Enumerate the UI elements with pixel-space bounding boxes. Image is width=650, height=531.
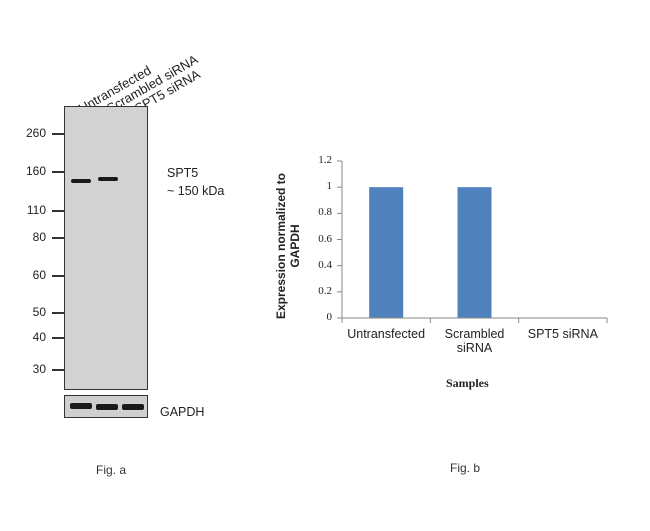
mw-label: 110	[26, 203, 46, 217]
mw-label: 50	[32, 305, 46, 319]
mw-tick	[52, 275, 64, 277]
y-tick-label: 0.4	[318, 258, 332, 271]
band-untransfected	[71, 179, 91, 183]
target-size-label: ~ 150 kDa	[167, 184, 225, 198]
blot-membrane-gapdh	[64, 395, 148, 418]
mw-tick	[52, 210, 64, 212]
mw-tick	[52, 133, 64, 135]
mw-label: 260	[25, 126, 46, 140]
x-category-label-line: Scrambled	[444, 327, 505, 341]
mw-label: 160	[25, 164, 46, 178]
mw-tick	[52, 337, 64, 339]
x-category-label: Scrambled siRNA	[427, 327, 522, 355]
x-category-label-line: siRNA	[456, 341, 493, 355]
mw-label: 30	[32, 362, 46, 376]
y-tick-label: 1.2	[318, 154, 332, 166]
mw-tick	[52, 312, 64, 314]
x-category-label-line: Untransfected	[347, 327, 426, 341]
band-scrambled	[98, 177, 118, 181]
mw-tick	[52, 171, 64, 173]
mw-tick	[52, 237, 64, 239]
target-label: SPT5	[167, 166, 199, 180]
figure-a-caption: Fig. a	[96, 463, 127, 477]
blot-membrane-spt5	[64, 106, 148, 390]
mw-label: 40	[32, 330, 46, 344]
figure-b-caption: Fig. b	[450, 461, 481, 475]
y-tick-label: 0	[326, 311, 333, 323]
x-category-label: SPT5 siRNA	[515, 327, 610, 341]
x-category-label-line: SPT5 siRNA	[527, 327, 598, 341]
loading-control-label: GAPDH	[160, 405, 205, 419]
y-tick-label: 1	[326, 180, 333, 193]
y-tick-label: 0.8	[318, 206, 332, 219]
bar-0	[369, 187, 404, 318]
x-category-label: Untransfected	[339, 327, 434, 341]
y-tick-label: 0.2	[318, 284, 332, 297]
gapdh-band-1	[70, 403, 92, 409]
gapdh-band-3	[122, 404, 144, 410]
mw-tick	[52, 369, 64, 371]
y-tick-label: 0.6	[318, 232, 332, 245]
bar-1	[457, 187, 492, 318]
mw-label: 60	[32, 268, 46, 282]
mw-label: 80	[32, 230, 46, 244]
x-axis-title: Samples	[446, 376, 489, 390]
gapdh-band-2	[96, 404, 118, 410]
